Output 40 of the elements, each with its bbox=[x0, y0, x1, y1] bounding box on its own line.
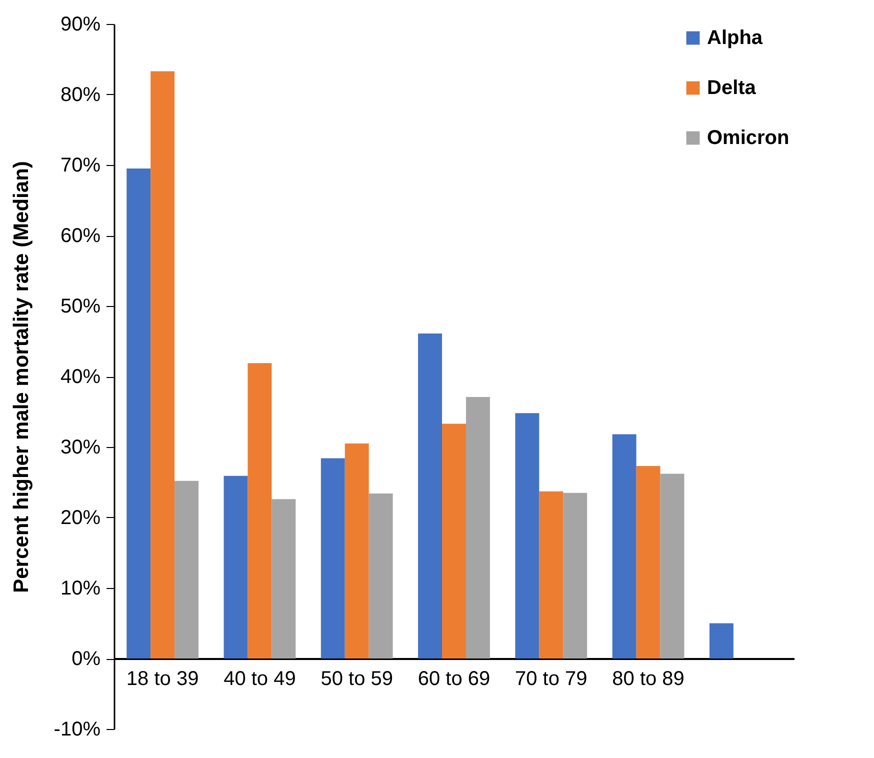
bar bbox=[709, 623, 734, 658]
y-tick-label: 90% bbox=[60, 14, 101, 36]
bar bbox=[563, 492, 588, 658]
x-tick-label: 80 to 89 bbox=[612, 668, 684, 690]
x-tick-label: 50 to 59 bbox=[320, 668, 394, 690]
x-tick-label: 70 to 79 bbox=[514, 668, 588, 690]
legend-label: Delta bbox=[707, 77, 757, 99]
legend-label: Alpha bbox=[707, 27, 764, 49]
y-tick-label: 60% bbox=[60, 225, 101, 247]
y-tick-label: -10% bbox=[54, 718, 101, 740]
bar bbox=[418, 333, 442, 658]
bar bbox=[224, 476, 248, 658]
bar bbox=[174, 480, 199, 658]
bar bbox=[466, 396, 490, 658]
x-tick-label: 60 to 69 bbox=[418, 668, 490, 690]
y-tick-label: 40% bbox=[60, 366, 101, 388]
bar bbox=[344, 443, 369, 658]
y-tick-label: 30% bbox=[60, 436, 101, 458]
y-tick-label: 80% bbox=[60, 84, 101, 106]
legend-label: Omicron bbox=[707, 127, 790, 149]
bar bbox=[539, 491, 564, 658]
bar bbox=[320, 458, 345, 658]
bar bbox=[612, 434, 636, 658]
y-tick-label: 10% bbox=[60, 578, 101, 600]
y-tick-label: 0% bbox=[72, 648, 101, 670]
y-tick-label: 20% bbox=[60, 507, 101, 529]
bar bbox=[636, 466, 660, 658]
bar bbox=[248, 363, 272, 658]
x-tick-label: 40 to 49 bbox=[224, 668, 296, 690]
bar bbox=[660, 474, 684, 658]
bar bbox=[442, 424, 466, 658]
bar bbox=[368, 494, 393, 658]
bar bbox=[515, 413, 540, 658]
bar bbox=[126, 168, 151, 658]
y-tick-label: 50% bbox=[60, 296, 101, 318]
y-tick-label: 70% bbox=[60, 154, 101, 176]
bar bbox=[272, 499, 296, 658]
bar bbox=[150, 71, 175, 658]
x-tick-label: 18 to 39 bbox=[126, 668, 199, 690]
y-axis-title: Percent higher male mortality rate (Median) bbox=[10, 161, 33, 593]
